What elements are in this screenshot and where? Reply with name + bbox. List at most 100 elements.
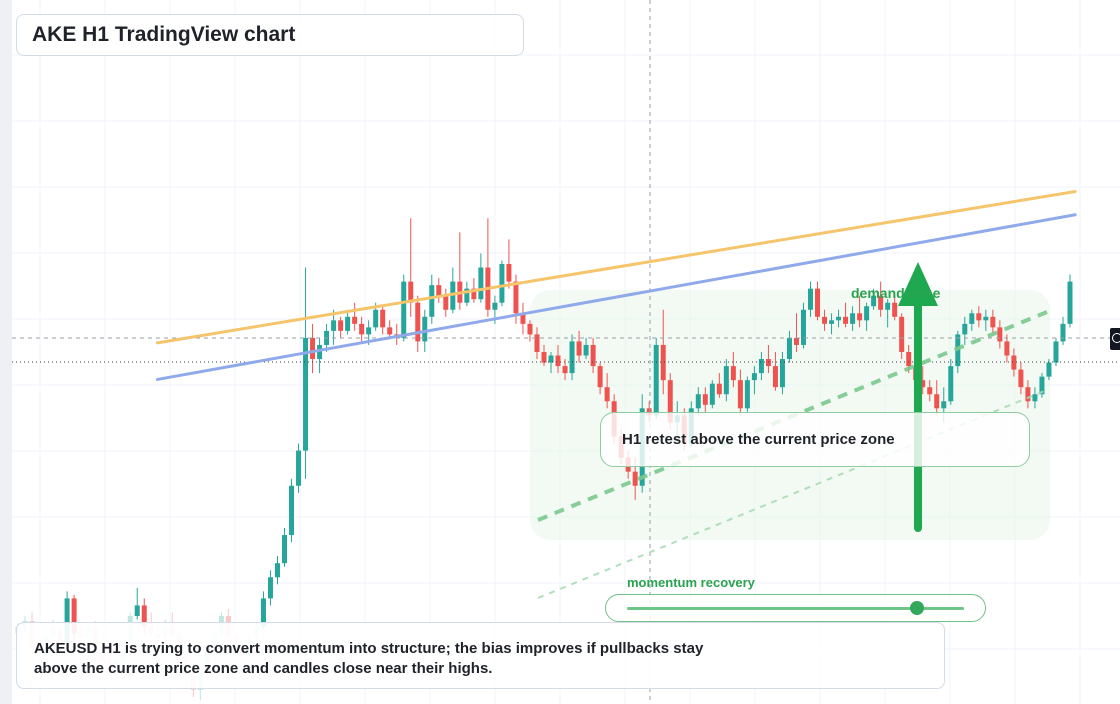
- demand-zone-label: demand zone: [851, 285, 941, 301]
- candle-body: [492, 302, 498, 310]
- orange-trendline: [155, 189, 1077, 345]
- candle: [1004, 334, 1010, 363]
- candle-body: [1032, 394, 1038, 402]
- candle-body: [695, 394, 701, 409]
- candle-body: [646, 408, 652, 416]
- candle: [702, 387, 708, 412]
- candle: [541, 344, 547, 367]
- candle-body: [660, 344, 666, 381]
- candle-body: [562, 366, 568, 374]
- candle-body: [141, 605, 147, 627]
- candle: [695, 387, 701, 416]
- candle: [765, 344, 771, 374]
- candle: [310, 323, 316, 374]
- chart-title: AKE H1 TradingView chart: [32, 23, 296, 46]
- candle: [779, 352, 785, 395]
- candle: [850, 306, 856, 331]
- momentum-thumb[interactable]: [909, 601, 924, 615]
- candle-body: [892, 302, 898, 317]
- candle: [359, 316, 365, 342]
- candle-body: [829, 320, 835, 324]
- candle-body: [310, 337, 316, 360]
- candle-body: [990, 316, 996, 328]
- candle-body: [934, 394, 940, 409]
- candle-body: [401, 281, 407, 338]
- candle-body: [702, 394, 708, 405]
- candle: [962, 316, 968, 345]
- candle-body: [520, 313, 526, 324]
- candle-body: [786, 337, 792, 360]
- candle: [793, 313, 799, 352]
- candle: [871, 288, 877, 310]
- candle: [892, 295, 898, 321]
- candle: [394, 323, 400, 345]
- candle: [450, 267, 456, 314]
- candle: [296, 443, 302, 493]
- candle-body: [387, 327, 393, 335]
- candle-body: [541, 352, 547, 363]
- candle-body: [352, 316, 358, 324]
- candle: [429, 274, 435, 324]
- candle-body: [709, 383, 715, 405]
- candle-body: [1060, 323, 1066, 342]
- candle-body: [1018, 369, 1024, 388]
- candle: [751, 366, 757, 395]
- arrow-up-icon: [898, 262, 938, 306]
- candle-body: [527, 323, 533, 335]
- candle: [338, 316, 344, 338]
- candle-body: [983, 316, 989, 321]
- candle-body: [1004, 341, 1010, 356]
- momentum-slider[interactable]: [605, 594, 986, 622]
- candle: [534, 327, 540, 360]
- candle-body: [723, 366, 729, 395]
- candle-body: [941, 401, 947, 409]
- candle: [527, 320, 533, 342]
- summary-panel: AKEUSD H1 is trying to convert momentum …: [16, 622, 945, 689]
- candle-body: [857, 313, 863, 321]
- candle-body: [927, 387, 933, 395]
- price-marker[interactable]: [1110, 328, 1120, 350]
- candle-body: [282, 535, 288, 564]
- candle-body: [478, 267, 484, 300]
- candle-body: [1011, 355, 1017, 370]
- candle-body: [864, 306, 870, 321]
- candle-body: [1067, 281, 1073, 324]
- candle-body: [590, 344, 596, 367]
- candle: [576, 330, 582, 363]
- candle-body: [899, 316, 905, 352]
- candle-body: [436, 285, 442, 296]
- clock-icon: [1112, 333, 1120, 343]
- candle-body: [331, 320, 337, 331]
- candle: [815, 281, 821, 321]
- candle-body: [730, 366, 736, 381]
- candle: [829, 313, 835, 335]
- candle-body: [667, 380, 673, 423]
- candle-body: [450, 281, 456, 310]
- candle: [352, 302, 358, 331]
- candle: [499, 260, 505, 307]
- candle-body: [317, 344, 323, 360]
- candle: [758, 352, 764, 381]
- candle-body: [597, 366, 603, 388]
- candle: [808, 281, 814, 317]
- candle-body: [1025, 387, 1031, 402]
- candle: [948, 359, 954, 405]
- candle-body: [1053, 341, 1059, 363]
- candle-body: [464, 288, 470, 303]
- candle-body: [583, 344, 589, 356]
- candle: [548, 352, 554, 374]
- candle: [345, 309, 351, 335]
- candle: [274, 556, 280, 585]
- candle: [885, 299, 891, 328]
- candle-body: [576, 341, 582, 356]
- candle-body: [976, 313, 982, 321]
- candle-body: [878, 295, 884, 310]
- candle-body: [772, 366, 778, 388]
- candle: [590, 337, 596, 374]
- left-toolbar-edge: [0, 0, 12, 704]
- candle-body: [555, 355, 561, 367]
- candle-body: [885, 302, 891, 310]
- candle: [934, 380, 940, 416]
- candle-body: [366, 327, 372, 335]
- candle-body: [506, 264, 512, 282]
